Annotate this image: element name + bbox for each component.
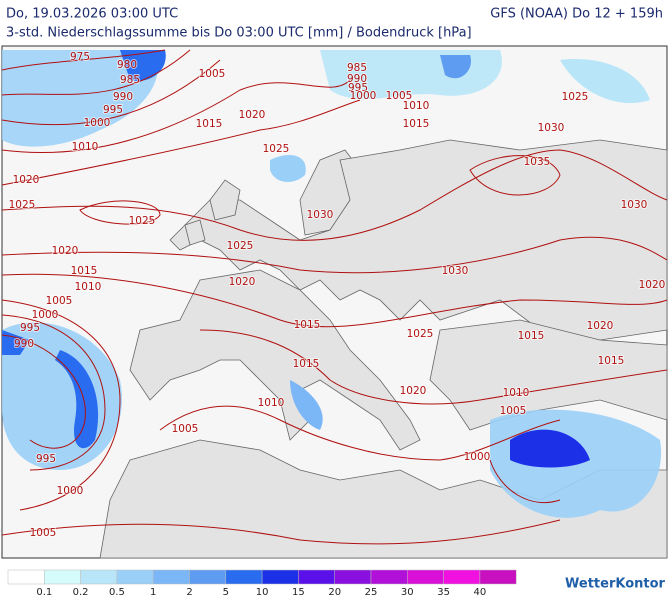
isobar-label: 1005	[199, 68, 226, 80]
isobar-label: 1015	[71, 265, 98, 277]
isobar-label: 1000	[32, 309, 59, 321]
legend-label: 15	[292, 587, 305, 598]
isobar-label: 1030	[442, 265, 469, 277]
isobar-label: 995	[348, 82, 368, 94]
isobar-label: 1030	[307, 209, 334, 221]
isobar-label: 1020	[400, 385, 427, 397]
isobar-label: 1015	[403, 118, 430, 130]
isobar-label: 1000	[464, 451, 491, 463]
legend-label: 30	[401, 587, 414, 598]
precipitation	[2, 50, 662, 518]
isobar-label: 1030	[621, 199, 648, 211]
legend-label: 35	[437, 587, 450, 598]
isobar-label: 1020	[239, 109, 266, 121]
legend-label: 25	[365, 587, 378, 598]
model-run: GFS (NOAA) Do 12 + 159h	[490, 7, 663, 22]
isobar-label: 1005	[500, 405, 527, 417]
legend-swatch	[443, 569, 481, 585]
legend-label: 5	[223, 587, 229, 598]
legend-label: 20	[328, 587, 341, 598]
legend-swatch	[370, 569, 408, 585]
land	[99, 139, 668, 559]
legend-label: 0.5	[109, 587, 125, 598]
isobar-label: 990	[347, 73, 367, 85]
isobar-label: 1000	[57, 485, 84, 497]
legend-label: 1	[150, 587, 156, 598]
isobar-label: 1025	[407, 328, 434, 340]
isobar-label: 1020	[229, 276, 256, 288]
isobar-label: 1025	[9, 199, 36, 211]
legend-label: 0.2	[73, 587, 89, 598]
isobar-label: 1010	[403, 100, 430, 112]
isobar-label: 1020	[587, 320, 614, 332]
isobar-label: 985	[347, 62, 367, 74]
isobar-label: 1000	[350, 90, 377, 102]
legend-swatch	[116, 569, 154, 585]
isobar-label: 1010	[503, 387, 530, 399]
datetime: Do, 19.03.2026 03:00 UTC	[6, 7, 178, 22]
legend-label: 2	[186, 587, 192, 598]
isobar-label: 1015	[293, 358, 320, 370]
legend-swatch	[7, 569, 45, 585]
legend-label: 0.1	[36, 587, 52, 598]
subtitle: 3-std. Niederschlagssumme bis Do 03:00 U…	[6, 26, 472, 41]
legend-swatch	[261, 569, 299, 585]
isobar-label: 1015	[294, 319, 321, 331]
isobar-label: 1000	[84, 117, 111, 129]
isobar-label: 1020	[13, 174, 40, 186]
isobar-label: 990	[14, 338, 34, 350]
isobar-label: 1025	[263, 143, 290, 155]
isobar-label: 1015	[196, 118, 223, 130]
legend-swatch	[44, 569, 81, 585]
legend-label: 40	[474, 587, 487, 598]
isobars	[1, 49, 668, 545]
isobar-label: 995	[20, 322, 40, 334]
isobar-label: 1025	[129, 215, 156, 227]
legend-swatch	[152, 569, 190, 585]
isobar-label: 1005	[30, 527, 57, 539]
map: 9759809859909951000101010051015102010251…	[1, 45, 668, 559]
isobar-label: 1020	[639, 279, 666, 291]
legend-swatch	[407, 569, 444, 585]
isobar-label: 1030	[538, 122, 565, 134]
isobar-label: 995	[36, 453, 56, 465]
isobar-label: 1025	[562, 91, 589, 103]
isobar-label: 1010	[72, 141, 99, 153]
isobar-label: 1015	[598, 355, 625, 367]
isobar-label: 975	[70, 51, 90, 63]
legend-swatch	[298, 569, 335, 585]
isobar-label: 1015	[518, 330, 545, 342]
isobar-label: 985	[120, 74, 140, 86]
isobar-label: 1035	[524, 156, 551, 168]
legend-swatch	[80, 569, 118, 585]
logo: WetterKontor	[565, 577, 666, 592]
isobar-labels: 9759809859909951000101010051015102010251…	[8, 50, 667, 540]
legend: 0.1 0.2 0.5 1 2 5 10 15 20 25 30 35 40	[7, 569, 517, 598]
legend-label: 10	[256, 587, 269, 598]
isobar-label: 990	[113, 91, 133, 103]
legend-swatch	[479, 569, 517, 585]
isobar-label: 980	[117, 59, 137, 71]
isobar-label: 1005	[172, 423, 199, 435]
legend-swatch	[334, 569, 372, 585]
legend-swatch	[225, 569, 263, 585]
isobar-label: 1020	[52, 245, 79, 257]
isobar-label: 1005	[386, 90, 413, 102]
isobar-label: 1005	[46, 295, 73, 307]
isobar-label: 1010	[75, 281, 102, 293]
legend-swatch	[189, 569, 227, 585]
isobar-label: 1025	[227, 240, 254, 252]
isobar-label: 1010	[258, 397, 285, 409]
isobar-label: 995	[103, 104, 123, 116]
